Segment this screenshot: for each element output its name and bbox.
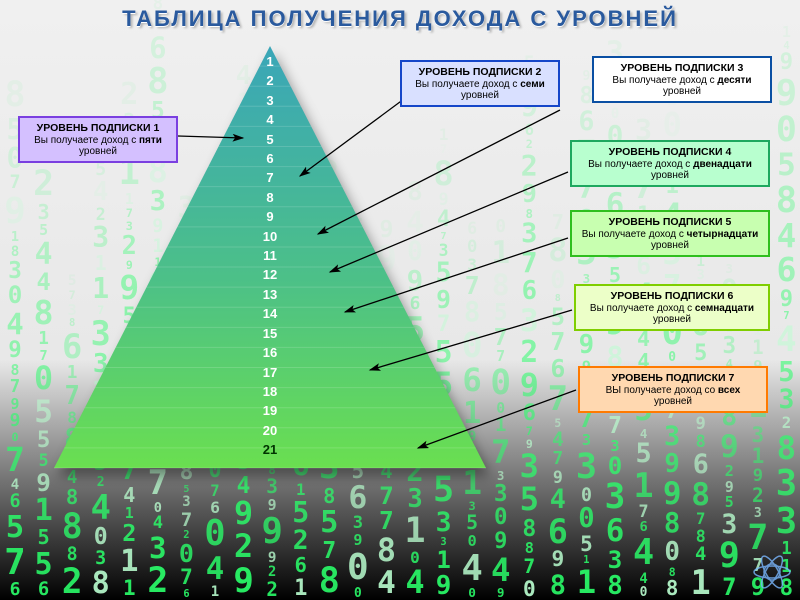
pyramid-level-number: 3 [266,91,273,110]
pyramid-level-number: 17 [263,363,277,382]
callout-title: УРОВЕНЬ ПОДПИСКИ 6 [584,290,760,302]
callout-subscription-level-1: УРОВЕНЬ ПОДПИСКИ 1Вы получаете доход с п… [18,116,178,163]
page-title: ТАБЛИЦА ПОЛУЧЕНИЯ ДОХОДА С УРОВНЕЙ [0,6,800,32]
callout-subscription-level-7: УРОВЕНЬ ПОДПИСКИ 7ВЫ получаете доход со … [578,366,768,413]
callout-subscription-level-3: УРОВЕНЬ ПОДПИСКИ 3Вы получаете доход с д… [592,56,772,103]
callout-title: УРОВЕНЬ ПОДПИСКИ 2 [410,66,550,78]
callout-subscription-level-5: УРОВЕНЬ ПОДПИСКИ 5Вы получаете доход с ч… [570,210,770,257]
pyramid-level-number: 16 [263,343,277,362]
callout-text: Вы получаете доход с десяти уровней [602,75,762,97]
pyramid-level-number: 9 [266,207,273,226]
callout-title: УРОВЕНЬ ПОДПИСКИ 1 [28,122,168,134]
pyramid-level-number: 1 [266,52,273,71]
corner-logo-icon [752,552,792,592]
callout-text: Вы получаете доход с семнадцати уровней [584,303,760,325]
callout-text: Вы получаете доход с семи уровней [410,79,550,101]
callout-title: УРОВЕНЬ ПОДПИСКИ 3 [602,62,762,74]
pyramid-level-number: 13 [263,285,277,304]
pyramid-level-number: 14 [263,304,277,323]
pyramid-level-number: 5 [266,130,273,149]
pyramid-level-number: 10 [263,227,277,246]
callout-text: ВЫ получаете доход со всех уровней [588,385,758,407]
callout-title: УРОВЕНЬ ПОДПИСКИ 5 [580,216,760,228]
callout-subscription-level-2: УРОВЕНЬ ПОДПИСКИ 2Вы получаете доход с с… [400,60,560,107]
matrix-column: 149905846974532833118 [771,0,800,600]
callout-text: Вы получаете доход с двенадцати уровней [580,159,760,181]
pyramid-level-number: 19 [263,401,277,420]
pyramid-level-number: 7 [266,168,273,187]
callout-text: Вы получаете доход с четырнадцати уровне… [580,229,760,251]
callout-title: УРОВЕНЬ ПОДПИСКИ 4 [580,146,760,158]
callout-text: Вы получаете доход с пяти уровней [28,135,168,157]
pyramid-level-number: 15 [263,324,277,343]
pyramid-level-number: 20 [263,421,277,440]
pyramid-level-number: 21 [263,440,277,459]
matrix-column: 8507918304987990746576 [0,0,30,600]
callout-title: УРОВЕНЬ ПОДПИСКИ 7 [588,372,758,384]
callout-subscription-level-6: УРОВЕНЬ ПОДПИСКИ 6Вы получаете доход с с… [574,284,770,331]
pyramid-level-number: 12 [263,265,277,284]
pyramid-level-number: 4 [266,110,273,129]
pyramid-level-number: 11 [263,246,277,265]
pyramid-level-number: 18 [263,382,277,401]
pyramid-level-number: 2 [266,71,273,90]
pyramid-level-number: 6 [266,149,273,168]
pyramid-level-number: 8 [266,188,273,207]
pyramid-levels: 123456789101112131415161718192021 [50,52,490,460]
callout-subscription-level-4: УРОВЕНЬ ПОДПИСКИ 4Вы получаете доход с д… [570,140,770,187]
